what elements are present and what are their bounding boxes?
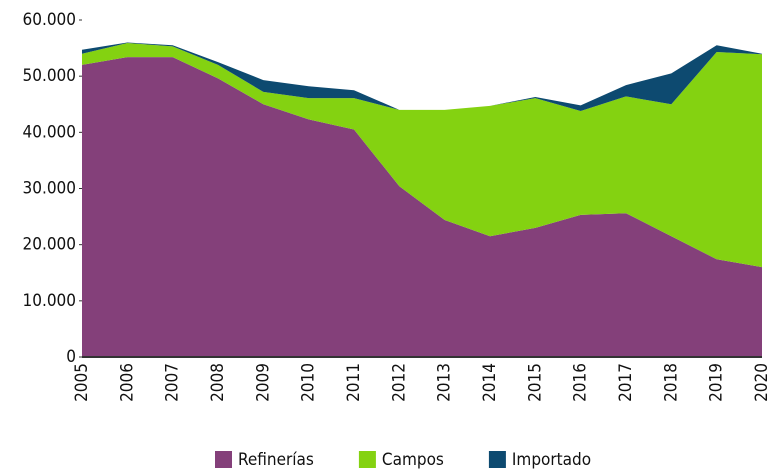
- y-tick-label: 30.000: [23, 179, 77, 199]
- legend-label: Campos: [382, 450, 444, 470]
- legend-label: Refinerías: [238, 450, 314, 470]
- y-tick-label: 20.000: [23, 235, 77, 255]
- x-tick-label: 2016: [571, 363, 591, 402]
- area: [82, 43, 762, 268]
- legend-swatch: [358, 451, 376, 468]
- x-tick-label: 2018: [661, 363, 681, 402]
- x-tick-label: 2012: [389, 363, 409, 402]
- y-tick-label: 50.000: [23, 66, 77, 86]
- y-tick-label: 60.000: [23, 10, 77, 30]
- x-tick-label: 2008: [208, 363, 228, 402]
- x-tick-label: 2009: [253, 363, 273, 402]
- y-tick-label: 10.000: [23, 291, 77, 311]
- x-tick-label: 2006: [117, 363, 137, 402]
- x-tick-label: 2010: [299, 363, 319, 402]
- x-tick-label: 2007: [163, 363, 183, 402]
- x-tick-label: 2005: [72, 363, 92, 402]
- y-tick-label: 0: [66, 347, 76, 367]
- area: [82, 57, 762, 357]
- x-tick-label: 2015: [525, 363, 545, 402]
- x-tick-label: 2013: [435, 363, 455, 402]
- y-tick-label: 40.000: [23, 122, 77, 142]
- x-tick-label: 2011: [344, 363, 364, 402]
- legend-swatch: [488, 451, 506, 468]
- x-tick-label: 2019: [707, 363, 727, 402]
- x-tick-label: 2020: [752, 363, 772, 402]
- legend-swatch: [215, 451, 232, 468]
- x-tick-label: 2014: [480, 363, 500, 402]
- legend-label: Importado: [512, 450, 591, 470]
- x-tick-label: 2017: [616, 363, 636, 402]
